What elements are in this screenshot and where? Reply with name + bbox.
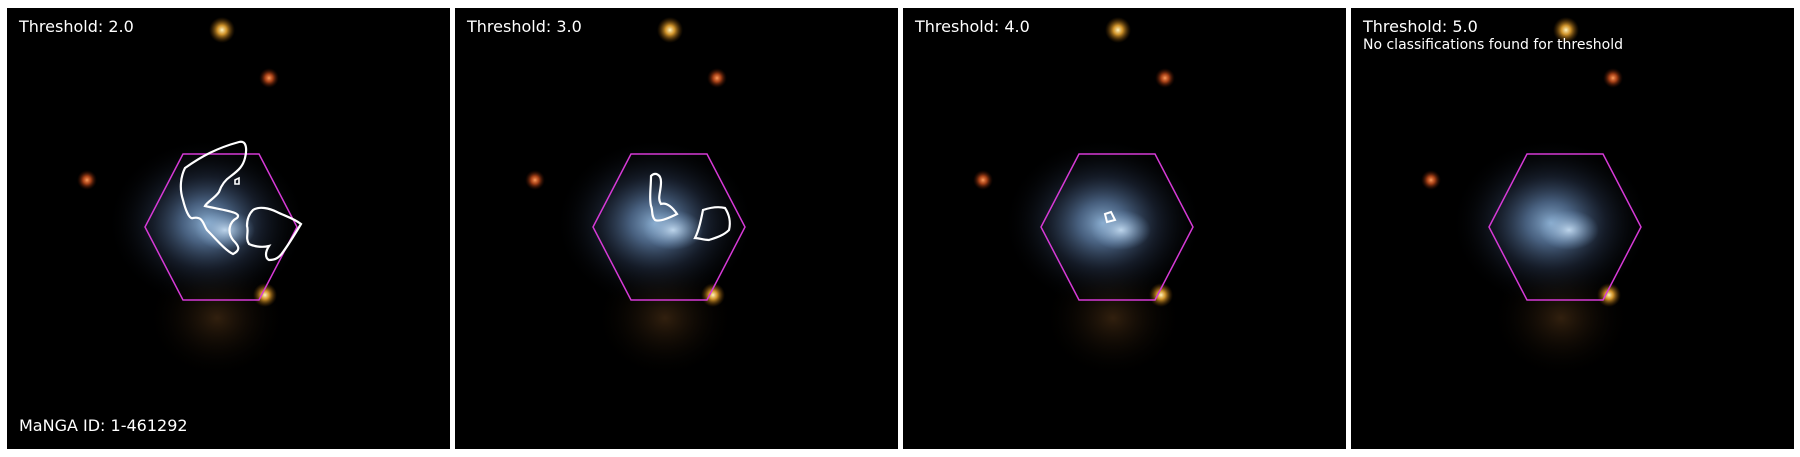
galaxy-image [455,8,898,449]
image-panel-4: Threshold: 5.0 No classifications found … [1351,8,1794,449]
manga-id-label: MaNGA ID: 1-461292 [19,416,188,435]
ifu-hexagon [1040,153,1194,301]
galaxy-image [1351,8,1794,449]
ifu-hexagon [592,153,746,301]
panel-title: Threshold: 3.0 [467,17,582,36]
contour-region [649,172,679,222]
contour-region [245,206,303,262]
image-panel-3: Threshold: 4.0 [903,8,1346,449]
image-panel-1: Threshold: 2.0 MaNGA ID: 1-461292 [7,8,450,449]
contour-region [179,140,248,256]
contour-region [1103,210,1117,224]
contour-region [234,176,240,185]
ifu-hexagon [1488,153,1642,301]
panel-title: Threshold: 4.0 [915,17,1030,36]
galaxy-image [903,8,1346,449]
no-classifications-note: No classifications found for threshold [1363,37,1623,53]
image-panel-2: Threshold: 3.0 [455,8,898,449]
panel-title: Threshold: 5.0 [1363,17,1478,36]
ifu-hexagon [144,153,298,301]
contour-region [693,206,731,242]
galaxy-image [7,8,450,449]
panel-title: Threshold: 2.0 [19,17,134,36]
